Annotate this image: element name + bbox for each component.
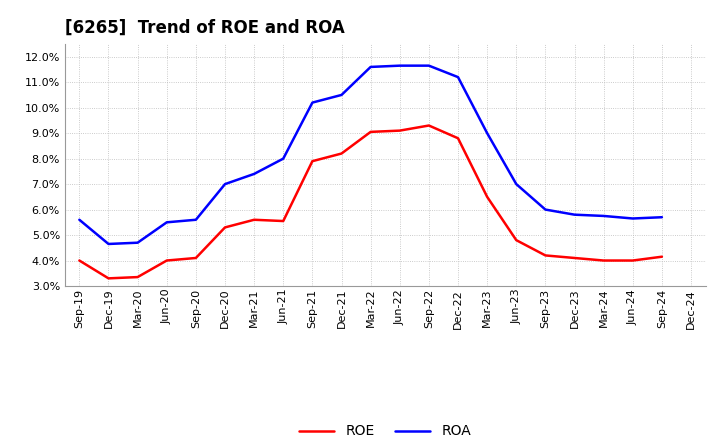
ROE xyxy=(395,128,404,133)
ROA xyxy=(541,207,550,212)
ROA xyxy=(395,63,404,68)
ROA xyxy=(337,92,346,98)
ROA xyxy=(308,100,317,105)
ROA xyxy=(425,63,433,68)
ROA xyxy=(512,181,521,187)
ROE xyxy=(75,258,84,263)
ROA xyxy=(192,217,200,222)
ROE xyxy=(337,151,346,156)
ROA xyxy=(75,217,84,222)
ROE xyxy=(425,123,433,128)
ROE xyxy=(541,253,550,258)
ROE xyxy=(599,258,608,263)
ROE xyxy=(220,225,229,230)
ROE xyxy=(133,275,142,280)
ROA xyxy=(366,64,375,70)
Line: ROE: ROE xyxy=(79,125,662,279)
ROA xyxy=(220,181,229,187)
ROA xyxy=(163,220,171,225)
ROE xyxy=(308,158,317,164)
ROE xyxy=(570,255,579,260)
ROA xyxy=(629,216,637,221)
ROE xyxy=(454,136,462,141)
ROE xyxy=(192,255,200,260)
ROE xyxy=(483,194,492,199)
Text: [6265]  Trend of ROE and ROA: [6265] Trend of ROE and ROA xyxy=(65,19,345,37)
ROA xyxy=(599,213,608,219)
ROE xyxy=(250,217,258,222)
ROA xyxy=(483,131,492,136)
ROA xyxy=(104,241,113,246)
ROA xyxy=(657,215,666,220)
ROA xyxy=(454,74,462,80)
Legend: ROE, ROA: ROE, ROA xyxy=(294,419,477,440)
ROA xyxy=(250,171,258,176)
ROE xyxy=(657,254,666,259)
ROE xyxy=(104,276,113,281)
ROA xyxy=(133,240,142,246)
ROA xyxy=(279,156,287,161)
Line: ROA: ROA xyxy=(79,66,662,244)
ROE xyxy=(629,258,637,263)
ROE xyxy=(512,238,521,243)
ROE xyxy=(163,258,171,263)
ROE xyxy=(279,218,287,224)
ROA xyxy=(570,212,579,217)
ROE xyxy=(366,129,375,135)
